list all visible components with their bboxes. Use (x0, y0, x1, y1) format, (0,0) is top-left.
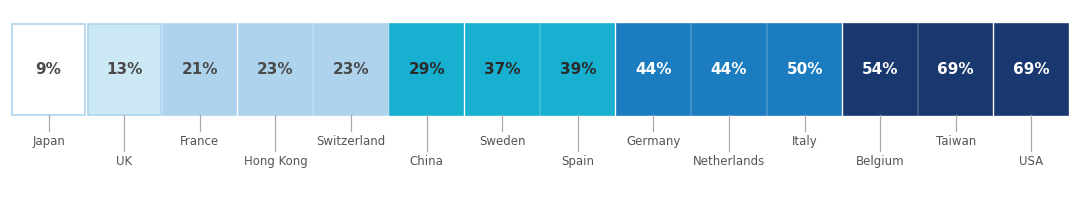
Text: Hong Kong: Hong Kong (243, 155, 308, 168)
Text: 21%: 21% (181, 62, 218, 77)
Text: Sweden: Sweden (478, 135, 526, 148)
Text: 50%: 50% (786, 62, 823, 77)
Bar (12, 24, 85, 115)
Bar (919, 24, 993, 115)
Text: 23%: 23% (257, 62, 294, 77)
Text: 29%: 29% (408, 62, 445, 77)
Text: Japan: Japan (32, 135, 65, 148)
Text: USA: USA (1020, 155, 1043, 168)
Text: 54%: 54% (862, 62, 899, 77)
Text: UK: UK (117, 155, 132, 168)
Bar (843, 24, 917, 115)
Bar (465, 24, 539, 115)
Text: Switzerland: Switzerland (316, 135, 386, 148)
Bar (390, 24, 463, 115)
Bar (995, 24, 1068, 115)
Text: France: France (180, 135, 219, 148)
Bar (541, 24, 615, 115)
Text: 44%: 44% (711, 62, 747, 77)
Text: 39%: 39% (559, 62, 596, 77)
Bar (163, 24, 237, 115)
Text: Taiwan: Taiwan (935, 135, 976, 148)
Text: 69%: 69% (1013, 62, 1050, 77)
Text: 44%: 44% (635, 62, 672, 77)
Text: 13%: 13% (106, 62, 143, 77)
Bar (314, 24, 388, 115)
Text: 9%: 9% (36, 62, 62, 77)
Text: 37%: 37% (484, 62, 521, 77)
Text: Netherlands: Netherlands (693, 155, 765, 168)
Bar (87, 24, 161, 115)
Text: Italy: Italy (792, 135, 818, 148)
Text: 23%: 23% (333, 62, 369, 77)
Text: 69%: 69% (937, 62, 974, 77)
Bar (692, 24, 766, 115)
Bar (239, 24, 312, 115)
Text: Belgium: Belgium (855, 155, 905, 168)
Bar (768, 24, 841, 115)
Text: Spain: Spain (562, 155, 594, 168)
Text: China: China (409, 155, 444, 168)
Bar (617, 24, 690, 115)
Text: Germany: Germany (626, 135, 680, 148)
